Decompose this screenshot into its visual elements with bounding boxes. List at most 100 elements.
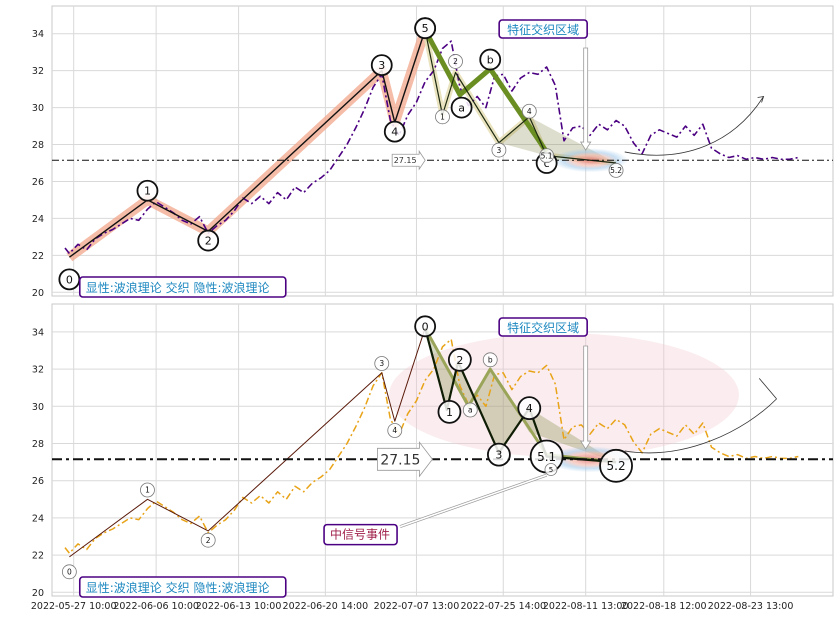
signal-pointer — [399, 474, 547, 528]
y-tick-label: 32 — [32, 66, 44, 77]
projection-arrow-head — [758, 378, 777, 400]
wave-point-marker — [61, 564, 77, 580]
subwave-point-marker — [517, 396, 542, 421]
y-tick-label: 34 — [32, 29, 44, 40]
abc-point-marker — [450, 96, 473, 119]
abc-point-marker — [479, 48, 502, 71]
y-tick-label: 20 — [32, 288, 44, 299]
projection-arrow — [624, 96, 764, 156]
y-tick-label: 30 — [32, 402, 44, 413]
legend-box — [78, 276, 287, 298]
abc-point-label: c — [544, 157, 550, 170]
subwave-point-marker — [435, 109, 450, 125]
x-tick-label: 2022-06-06 10:00 — [113, 601, 199, 612]
subwave-point-marker — [491, 142, 507, 158]
subwave-point-marker — [521, 103, 537, 119]
abc-point-label: b — [487, 54, 494, 67]
wave-line — [69, 328, 426, 558]
y-tick-label: 24 — [32, 214, 44, 225]
wave-point-label: 0 — [422, 320, 429, 333]
subwave-point-marker — [544, 463, 558, 476]
subwave-point-marker — [608, 162, 624, 178]
subwave-point-label: 4 — [527, 107, 532, 116]
y-tick-label: 26 — [32, 177, 44, 188]
signal-label: 中信号事件 — [330, 527, 390, 542]
wave-point-label: 3 — [379, 359, 384, 368]
wave-point-marker — [370, 54, 393, 77]
wave-point-label: 4 — [391, 126, 398, 139]
x-tick-label: 2022-06-20 14:00 — [283, 601, 369, 612]
wave-point-marker — [387, 423, 403, 438]
subwave-point-label: 5 — [549, 466, 553, 474]
value-tag-label: 27.15 — [380, 452, 420, 468]
subwave-point-marker — [539, 148, 555, 164]
subwave-point-label: 5.2 — [610, 166, 622, 175]
x-tick-label: 2022-07-07 13:00 — [374, 601, 460, 612]
plot-area — [51, 5, 834, 297]
wave-point-label: 2 — [205, 235, 212, 248]
zone-label: 特征交织区域 — [507, 320, 579, 335]
value-tag-arrow — [377, 441, 433, 478]
abc-point-label: 5 — [422, 22, 429, 35]
plot-area — [51, 303, 834, 597]
zone-label: 特征交织区域 — [507, 22, 579, 37]
y-tick-label: 32 — [32, 365, 44, 376]
legend-text: 显性:波浪理论 交织 隐性:波浪理论 — [86, 280, 270, 295]
signal-box — [323, 523, 398, 546]
price-line — [64, 40, 799, 255]
legend-box — [78, 576, 287, 598]
x-tick-label: 2022-08-18 12:00 — [621, 601, 707, 612]
subwave-point-label: 4 — [526, 402, 533, 415]
zone-pointer-arrow — [579, 345, 592, 450]
y-tick-label: 26 — [32, 476, 44, 487]
x-tick-label: 2022-08-11 13:00 — [543, 601, 629, 612]
y-tick-label: 20 — [32, 588, 44, 599]
y-tick-label: 22 — [32, 251, 44, 262]
y-tick-label: 28 — [32, 439, 44, 450]
y-tick-label: 30 — [32, 103, 44, 114]
x-tick-label: 2022-08-23 13:00 — [708, 601, 794, 612]
projection-arrow — [624, 398, 777, 454]
wave-point-label: 1 — [144, 185, 151, 198]
subwave-point-marker — [599, 448, 633, 483]
value-tag-label: 27.15 — [394, 156, 417, 165]
bottom-panel: 202224262830323427.15012340ab12345.15.25… — [32, 303, 834, 599]
subwave-point-marker — [447, 347, 472, 372]
wave-point-marker — [414, 315, 437, 338]
wave-point-marker — [200, 532, 216, 548]
subwave-point-marker — [437, 399, 462, 424]
wave-point-marker — [374, 356, 390, 371]
subwave-point-label: 2 — [453, 57, 458, 66]
wave-point-label: 3 — [378, 59, 385, 72]
abc-point-label: b — [488, 355, 493, 364]
wave-point-marker — [197, 229, 220, 252]
x-tick-label: 2022-07-25 14:00 — [460, 601, 546, 612]
value-tag-arrow — [391, 149, 426, 171]
abc-point-marker — [482, 352, 498, 368]
abc-point-label: a — [458, 102, 465, 115]
y-tick-label: 24 — [32, 513, 44, 524]
subwave-point-marker — [487, 442, 511, 467]
wave-point-label: 2 — [206, 536, 211, 545]
wave-point-marker — [136, 179, 159, 202]
abc-point-marker — [414, 17, 437, 40]
x-tick-label: 2022-06-13 10:00 — [196, 601, 282, 612]
abc-point-marker — [462, 402, 478, 418]
wave-line — [68, 29, 426, 258]
subwave-point-label: 5.1 — [541, 151, 553, 160]
wave-point-label: 0 — [67, 568, 72, 577]
y-tick-label: 28 — [32, 140, 44, 151]
wave-point-marker — [140, 482, 155, 498]
x-tick-label: 2022-05-27 10:00 — [31, 601, 117, 612]
wave-point-label: 4 — [392, 426, 397, 435]
zone-pointer-arrow — [579, 47, 592, 151]
subwave-point-marker — [448, 54, 463, 69]
zone-label-box — [498, 317, 588, 337]
subwave-point-label: 2 — [456, 354, 463, 367]
abc-correction-line — [422, 28, 549, 154]
wave-point-label: 1 — [145, 486, 150, 495]
interlace-zone-ellipse — [388, 333, 739, 458]
subwave-point-label: 3 — [495, 449, 502, 462]
